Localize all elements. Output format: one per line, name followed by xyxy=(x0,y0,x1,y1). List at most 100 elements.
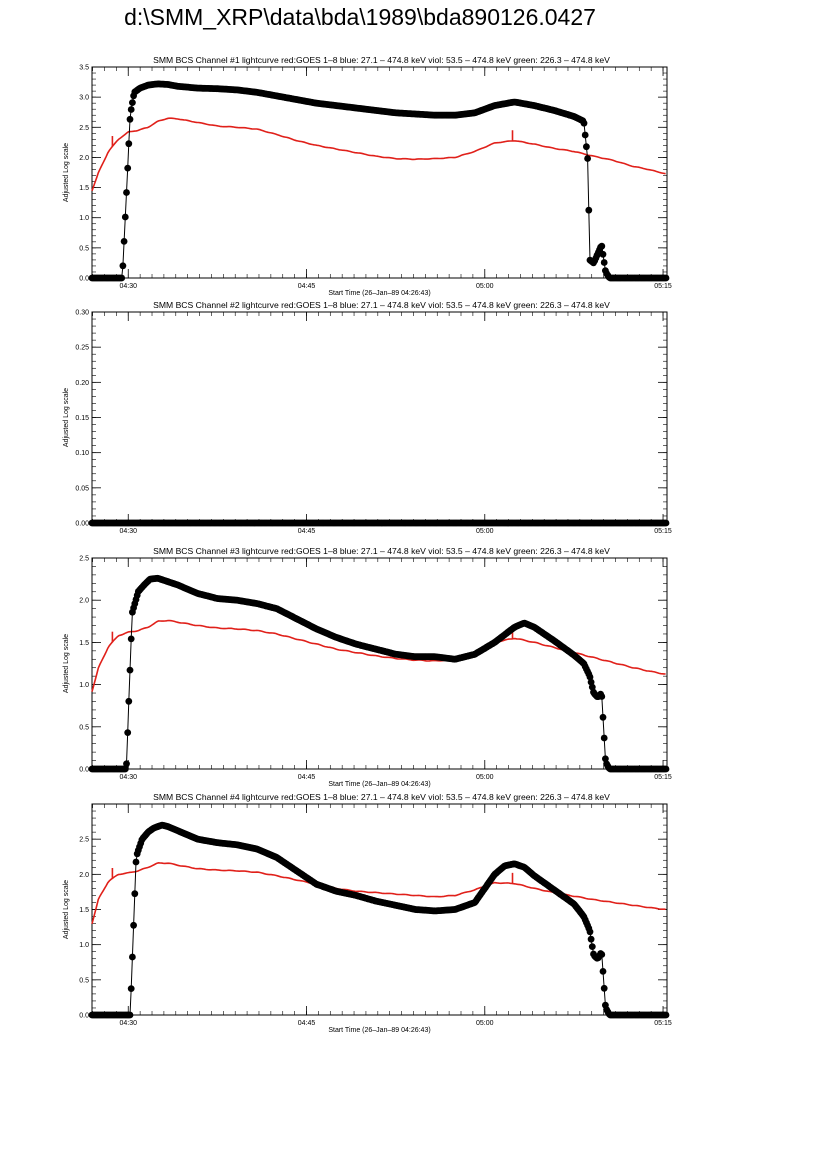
x-axis-label: Start Time (26–Jan–89 04:26:43) xyxy=(328,1027,430,1034)
bcs-data-point xyxy=(129,953,136,961)
bcs-data-point xyxy=(662,1011,670,1019)
x-tick-label: 05:00 xyxy=(476,528,494,535)
y-tick-label: 2.5 xyxy=(79,837,89,844)
y-tick-label: 0.0 xyxy=(79,276,89,283)
bcs-data-point xyxy=(126,666,134,674)
y-tick-label: 0.5 xyxy=(79,977,89,984)
bcs-data-point xyxy=(127,106,135,113)
x-tick-label: 05:00 xyxy=(476,1020,494,1027)
bcs-series-line xyxy=(92,824,666,1016)
bcs-data-point xyxy=(581,131,589,139)
y-tick-label: 1.5 xyxy=(79,907,89,914)
bcs-data-point xyxy=(662,274,670,282)
x-tick-label: 04:45 xyxy=(298,528,316,535)
bcs-data-point xyxy=(580,119,588,127)
x-tick-label: 04:45 xyxy=(298,774,316,781)
x-tick-label: 04:30 xyxy=(119,1020,137,1027)
y-tick-label: 0.05 xyxy=(75,485,89,492)
y-tick-label: 1.0 xyxy=(79,682,89,689)
bcs-data-point xyxy=(124,729,132,736)
bcs-data-point xyxy=(602,755,609,763)
y-tick-label: 1.5 xyxy=(79,185,89,192)
x-axis-label: Start Time (26–Jan–89 04:26:43) xyxy=(328,781,430,788)
y-axis-label: Adjusted Log scale xyxy=(63,143,70,202)
x-tick-label: 05:15 xyxy=(654,528,672,535)
bcs-data-point xyxy=(124,164,132,172)
y-axis-label: Adjusted Log scale xyxy=(63,880,70,939)
plot-frame xyxy=(91,311,668,524)
bcs-data-point xyxy=(600,984,608,992)
x-tick-label: 04:30 xyxy=(119,528,137,535)
bcs-data-point xyxy=(130,921,138,929)
bcs-data-point xyxy=(120,238,128,245)
chart-title: SMM BCS Channel #2 lightcurve red:GOES 1… xyxy=(153,300,610,310)
y-tick-label: 2.5 xyxy=(79,556,89,563)
bcs-data-point xyxy=(587,935,595,943)
bcs-data-point xyxy=(119,262,127,270)
chart-panel-4: SMM BCS Channel #4 lightcurve red:GOES 1… xyxy=(63,792,672,1034)
bcs-data-point xyxy=(599,250,607,258)
bcs-data-point xyxy=(598,693,606,700)
goes-series-line xyxy=(91,861,666,925)
y-tick-label: 0.5 xyxy=(79,245,89,252)
bcs-data-point xyxy=(600,734,608,742)
x-tick-label: 04:30 xyxy=(119,283,137,290)
y-tick-label: 0.0 xyxy=(79,1013,89,1020)
x-tick-label: 04:45 xyxy=(298,1020,316,1027)
y-tick-label: 0.5 xyxy=(79,724,89,731)
y-tick-label: 1.5 xyxy=(79,640,89,647)
bcs-data-point xyxy=(123,189,130,196)
y-tick-label: 3.0 xyxy=(79,95,89,102)
bcs-data-point xyxy=(588,943,596,950)
y-tick-label: 1.0 xyxy=(79,942,89,949)
bcs-data-point xyxy=(126,1011,134,1019)
goes-series-line xyxy=(91,117,666,192)
x-tick-label: 05:15 xyxy=(654,1020,672,1027)
plot-frame xyxy=(91,557,668,770)
y-tick-label: 0.20 xyxy=(75,380,89,387)
y-tick-label: 2.0 xyxy=(79,872,89,879)
bcs-data-point xyxy=(584,155,591,162)
y-tick-label: 2.5 xyxy=(79,125,89,132)
bcs-data-point xyxy=(599,713,607,721)
y-tick-label: 0.0 xyxy=(79,767,89,774)
bcs-data-point xyxy=(583,143,590,151)
bcs-data-point xyxy=(118,274,126,282)
y-axis-label: Adjusted Log scale xyxy=(63,634,70,693)
bcs-data-point xyxy=(662,519,670,527)
bcs-data-point xyxy=(599,968,607,975)
y-tick-label: 2.0 xyxy=(79,598,89,605)
bcs-data-point xyxy=(585,206,593,214)
bcs-data-point xyxy=(121,765,129,773)
chart-panel-3: SMM BCS Channel #3 lightcurve red:GOES 1… xyxy=(63,546,672,788)
bcs-data-point xyxy=(123,760,130,768)
chart-title: SMM BCS Channel #3 lightcurve red:GOES 1… xyxy=(153,546,610,556)
bcs-data-point xyxy=(127,635,135,643)
y-tick-label: 0.10 xyxy=(75,450,89,457)
bcs-data-point xyxy=(598,951,606,958)
bcs-data-point xyxy=(131,890,139,898)
y-axis-label: Adjusted Log scale xyxy=(63,388,70,447)
bcs-data-point xyxy=(132,858,140,866)
bcs-data-point xyxy=(586,673,594,681)
chart-title: SMM BCS Channel #1 lightcurve red:GOES 1… xyxy=(153,55,610,65)
y-tick-label: 0.00 xyxy=(75,521,89,528)
bcs-data-point xyxy=(121,213,129,221)
bcs-data-point xyxy=(588,683,596,691)
page-title: d:\SMM_XRP\data\bda\1989\bda890126.0427 xyxy=(124,4,596,30)
bcs-data-point xyxy=(125,140,133,148)
chart-title: SMM BCS Channel #4 lightcurve red:GOES 1… xyxy=(153,792,610,802)
y-tick-label: 3.5 xyxy=(79,65,89,72)
bcs-data-point xyxy=(127,985,135,992)
y-tick-label: 0.15 xyxy=(75,415,89,422)
bcs-data-point xyxy=(598,242,606,250)
bcs-data-point xyxy=(125,697,133,705)
bcs-data-point xyxy=(586,928,594,936)
x-axis-label: Start Time (26–Jan–89 04:26:43) xyxy=(328,290,430,297)
y-tick-label: 0.25 xyxy=(75,345,89,352)
y-tick-label: 2.0 xyxy=(79,155,89,162)
chart-panel-1: SMM BCS Channel #1 lightcurve red:GOES 1… xyxy=(63,55,672,297)
x-tick-label: 04:30 xyxy=(119,774,137,781)
x-tick-label: 05:00 xyxy=(476,774,494,781)
